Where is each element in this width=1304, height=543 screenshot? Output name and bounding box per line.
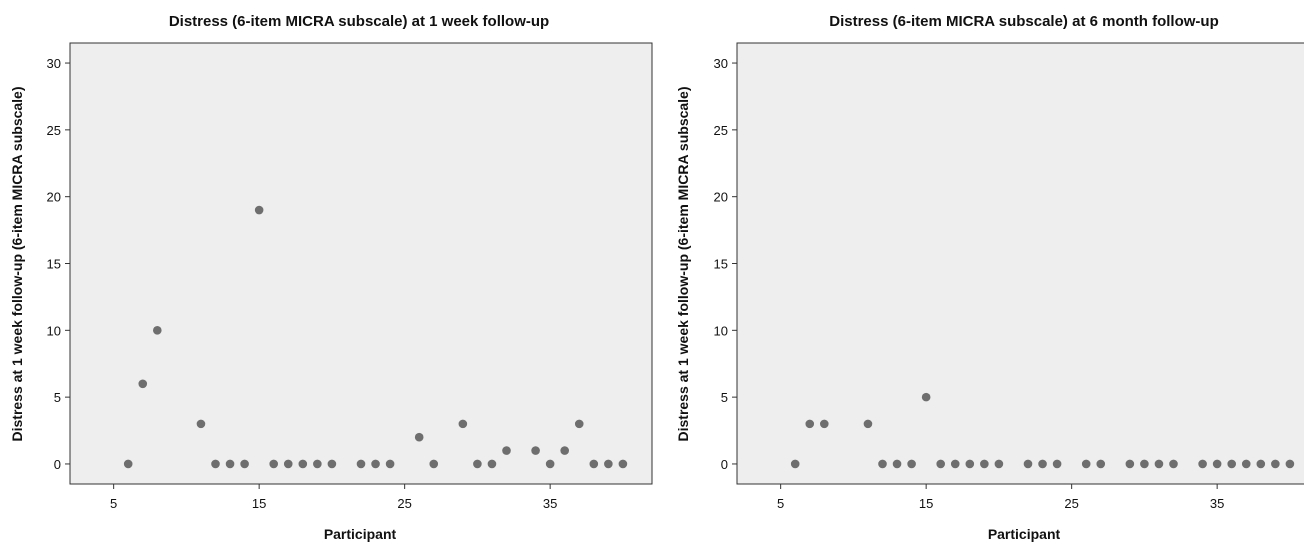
chart-1-week: Distress (6-item MICRA subscale) at 1 we…	[9, 13, 653, 542]
x-tick-label: 15	[252, 496, 266, 511]
y-ticks: 0 5 10 15 20 25 30	[714, 56, 737, 472]
y-tick-label: 15	[47, 257, 61, 272]
data-point	[1241, 459, 1251, 469]
x-tick-label: 35	[543, 496, 557, 511]
x-axis-title: Participant	[324, 526, 397, 542]
data-point	[414, 432, 424, 442]
x-ticks: 5 15 25 35	[777, 484, 1224, 511]
data-point	[1198, 459, 1207, 469]
markers	[123, 205, 628, 469]
data-point	[1125, 459, 1135, 469]
x-tick-label: 25	[1064, 496, 1078, 511]
data-point	[1227, 459, 1236, 469]
data-point	[153, 326, 162, 335]
data-point	[980, 459, 989, 469]
data-point	[1271, 459, 1280, 469]
data-point	[240, 459, 249, 469]
plot-area	[736, 42, 1304, 485]
y-tick-label: 25	[47, 123, 61, 138]
data-point	[790, 459, 800, 469]
data-point	[196, 419, 206, 429]
data-point	[863, 419, 873, 429]
data-point	[225, 459, 235, 469]
data-point	[805, 419, 815, 429]
chart-title: Distress (6-item MICRA subscale) at 6 mo…	[829, 13, 1219, 30]
data-point	[604, 459, 613, 469]
data-point	[1256, 459, 1266, 469]
markers	[790, 392, 1295, 469]
y-axis-title: Distress at 1 week follow-up (6-item MIC…	[9, 86, 25, 441]
data-point	[574, 419, 584, 429]
data-point	[458, 419, 468, 429]
y-ticks: 0 5 10 15 20 25 30	[47, 56, 70, 472]
data-point	[123, 459, 133, 469]
x-tick-label: 5	[110, 496, 117, 511]
data-point	[269, 459, 279, 469]
data-point	[254, 205, 264, 215]
y-tick-label: 30	[714, 56, 728, 71]
data-point	[1285, 459, 1295, 469]
data-point	[936, 459, 945, 469]
data-point	[531, 446, 540, 455]
data-point	[618, 459, 628, 469]
data-point	[892, 459, 902, 469]
data-point	[1140, 459, 1149, 469]
y-tick-label: 15	[714, 257, 728, 272]
data-point	[429, 459, 439, 469]
data-point	[907, 459, 916, 469]
y-tick-label: 10	[714, 323, 728, 338]
y-tick-label: 25	[714, 123, 728, 138]
data-point	[878, 459, 887, 469]
chart-title: Distress (6-item MICRA subscale) at 1 we…	[169, 13, 549, 30]
data-point	[1096, 459, 1106, 469]
data-point	[1081, 459, 1091, 469]
data-point	[545, 459, 555, 469]
x-tick-label: 35	[1210, 496, 1224, 511]
x-axis-title: Participant	[988, 526, 1061, 542]
data-point	[560, 446, 569, 455]
data-point	[211, 459, 220, 469]
y-tick-label: 20	[714, 190, 728, 205]
y-tick-label: 30	[47, 56, 61, 71]
y-tick-label: 5	[721, 390, 728, 405]
x-tick-label: 5	[777, 496, 784, 511]
y-tick-label: 10	[47, 323, 61, 338]
data-point	[313, 459, 322, 469]
data-point	[965, 459, 975, 469]
data-point	[1038, 459, 1047, 469]
y-tick-label: 0	[721, 457, 728, 472]
x-ticks: 5 15 25 35	[110, 484, 557, 511]
data-point	[1052, 459, 1062, 469]
data-point	[950, 459, 960, 469]
chart-6-month: Distress (6-item MICRA subscale) at 6 mo…	[675, 13, 1304, 542]
data-point	[1154, 459, 1164, 469]
y-tick-label: 20	[47, 190, 61, 205]
data-point	[502, 446, 511, 455]
y-tick-label: 5	[54, 390, 61, 405]
data-point	[921, 392, 931, 402]
data-point	[1169, 459, 1178, 469]
data-point	[283, 459, 293, 469]
data-point	[138, 379, 148, 389]
data-point	[820, 419, 829, 429]
data-point	[994, 459, 1004, 469]
data-point	[356, 459, 366, 469]
data-point	[473, 459, 482, 469]
x-tick-label: 15	[919, 496, 933, 511]
data-point	[385, 459, 395, 469]
data-point	[589, 459, 599, 469]
data-point	[298, 459, 308, 469]
y-axis-title: Distress at 1 week follow-up (6-item MIC…	[675, 86, 691, 441]
x-tick-label: 25	[397, 496, 411, 511]
data-point	[371, 459, 380, 469]
data-point	[1023, 459, 1033, 469]
y-tick-label: 0	[54, 457, 61, 472]
plot-area	[69, 42, 653, 485]
data-point	[487, 459, 497, 469]
data-point	[1212, 459, 1222, 469]
data-point	[327, 459, 337, 469]
